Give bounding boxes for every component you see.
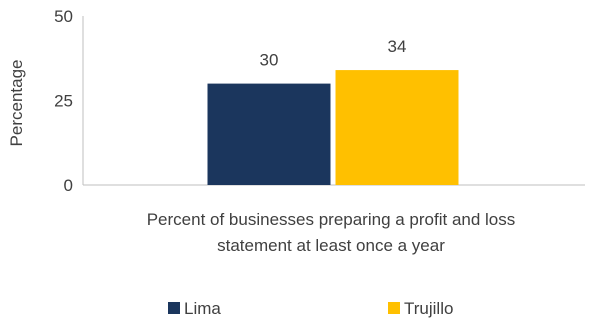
x-category-label-line: Percent of businesses preparing a profit… — [147, 210, 516, 229]
category-label: Percent of businesses preparing a profit… — [147, 210, 516, 255]
legend: Lima Trujillo — [168, 299, 453, 318]
legend-label-lima: Lima — [184, 299, 221, 318]
y-axis: 0 25 50 — [54, 7, 585, 195]
legend-swatch-lima — [168, 302, 180, 314]
y-tick-label: 0 — [64, 176, 73, 195]
data-label-lima: 30 — [260, 51, 279, 70]
data-label-trujillo: 34 — [388, 37, 407, 56]
bar-lima — [207, 83, 331, 185]
x-category-label-line: statement at least once a year — [217, 236, 445, 255]
bars: 30 34 — [207, 37, 459, 185]
bar-trujillo — [335, 70, 459, 185]
y-axis-title: Percentage — [7, 60, 26, 147]
legend-label-trujillo: Trujillo — [404, 299, 453, 318]
legend-swatch-trujillo — [388, 302, 400, 314]
y-tick-label: 50 — [54, 7, 73, 26]
y-tick-label: 25 — [54, 92, 73, 111]
